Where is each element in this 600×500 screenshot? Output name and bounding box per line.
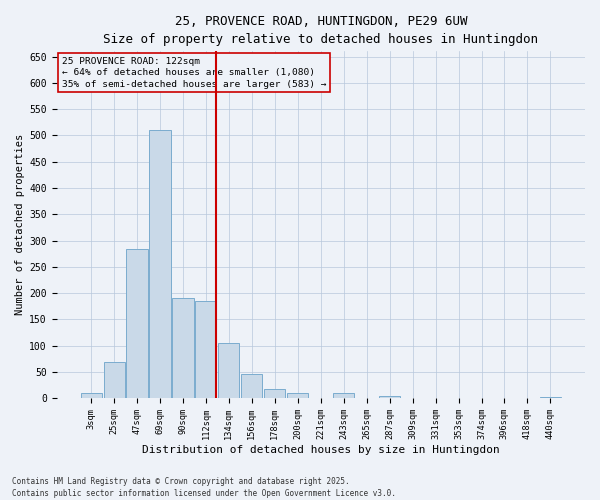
Bar: [196, 301, 217, 398]
Bar: [540, 396, 561, 398]
Bar: [287, 393, 308, 398]
Bar: [104, 362, 125, 398]
Bar: [80, 393, 101, 398]
Bar: [264, 390, 286, 398]
Bar: [149, 130, 170, 398]
Bar: [379, 396, 400, 398]
Text: Contains HM Land Registry data © Crown copyright and database right 2025.
Contai: Contains HM Land Registry data © Crown c…: [12, 476, 396, 498]
Bar: [333, 393, 354, 398]
Title: 25, PROVENCE ROAD, HUNTINGDON, PE29 6UW
Size of property relative to detached ho: 25, PROVENCE ROAD, HUNTINGDON, PE29 6UW …: [103, 15, 538, 46]
Bar: [241, 374, 262, 398]
Bar: [127, 250, 148, 398]
Bar: [172, 298, 194, 398]
Text: 25 PROVENCE ROAD: 122sqm
← 64% of detached houses are smaller (1,080)
35% of sem: 25 PROVENCE ROAD: 122sqm ← 64% of detach…: [62, 56, 326, 89]
Bar: [218, 343, 239, 398]
Y-axis label: Number of detached properties: Number of detached properties: [15, 134, 25, 316]
X-axis label: Distribution of detached houses by size in Huntingdon: Distribution of detached houses by size …: [142, 445, 500, 455]
